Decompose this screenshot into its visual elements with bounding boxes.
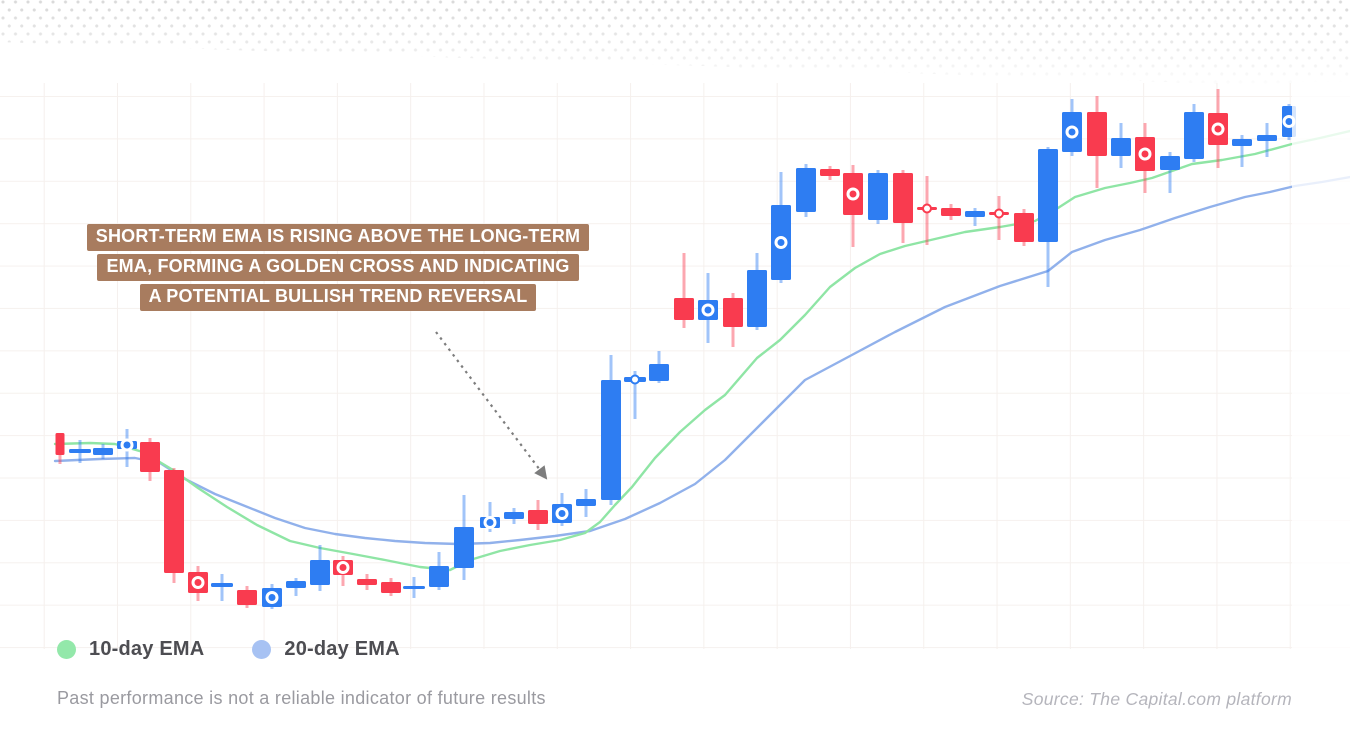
callout-line-1: SHORT-TERM EMA IS RISING ABOVE THE LONG-… <box>86 224 590 251</box>
callout-line-3: A POTENTIAL BULLISH TREND REVERSAL <box>139 284 537 311</box>
ema10-label: 10-day EMA <box>89 638 205 660</box>
disclaimer-text: Past performance is not a reliable indic… <box>57 688 546 708</box>
callout-line-2: EMA, FORMING A GOLDEN CROSS AND INDICATI… <box>97 254 579 281</box>
source-text: Source: The Capital.com platform <box>1021 689 1292 709</box>
legend: 10-day EMA 20-day EMA <box>57 638 400 661</box>
ema20-label: 20-day EMA <box>284 638 400 660</box>
legend-item-ema20: 20-day EMA <box>252 638 400 661</box>
ema10-dot-icon <box>57 640 76 659</box>
legend-item-ema10: 10-day EMA <box>57 638 204 661</box>
ema20-dot-icon <box>252 640 272 659</box>
chart-grid <box>0 83 1350 649</box>
golden-cross-callout: SHORT-TERM EMA IS RISING ABOVE THE LONG-… <box>85 224 591 314</box>
